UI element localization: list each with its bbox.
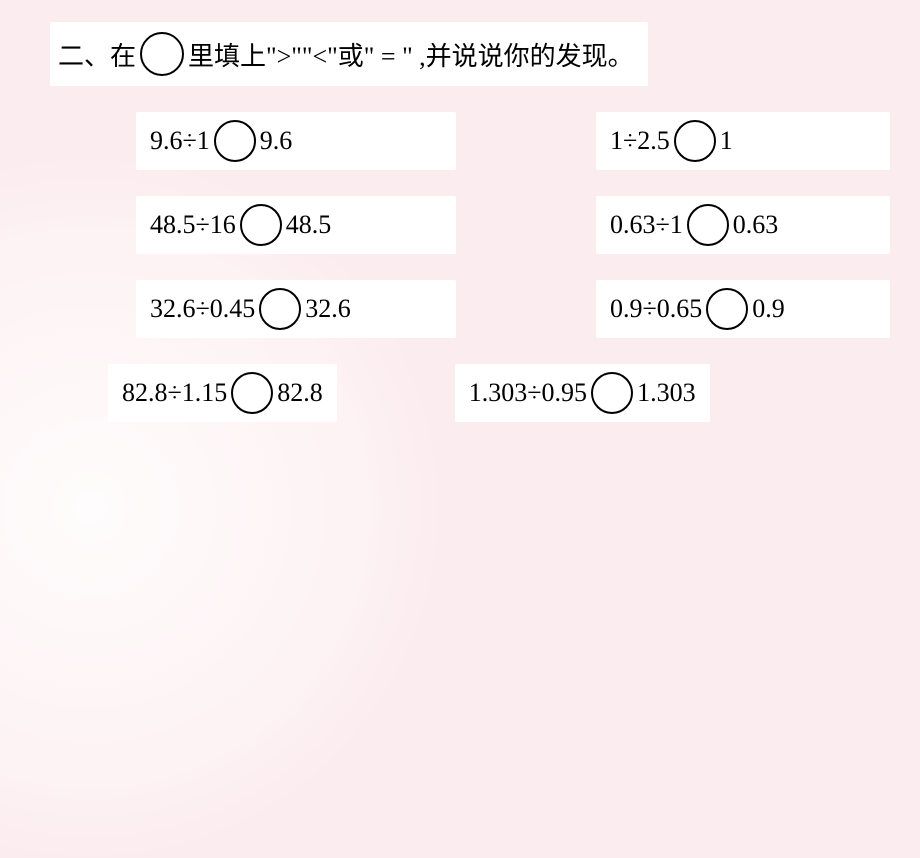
expression-lhs: 9.6÷1 — [150, 126, 210, 156]
expression-rhs: 0.9 — [752, 294, 785, 324]
expression-lhs: 0.63÷1 — [610, 210, 683, 240]
problems-grid: 9.6÷1 9.6 1÷2.5 1 48.5÷16 48.5 0.63÷1 0.… — [136, 112, 890, 338]
answer-blank-icon[interactable] — [674, 120, 716, 162]
expression-rhs: 0.63 — [733, 210, 779, 240]
answer-blank-icon[interactable] — [231, 372, 273, 414]
expression-rhs: 1 — [720, 126, 733, 156]
expression-lhs: 32.6÷0.45 — [150, 294, 255, 324]
problem-item: 32.6÷0.45 32.6 — [136, 280, 456, 338]
expression-lhs: 1.303÷0.95 — [469, 378, 587, 408]
expression-lhs: 82.8÷1.15 — [122, 378, 227, 408]
blank-circle-icon — [140, 32, 184, 76]
expression-rhs: 9.6 — [260, 126, 293, 156]
instruction-suffix: 里填上">""<"或" = " ,并说说你的发现。 — [188, 36, 634, 73]
problem-item: 0.63÷1 0.63 — [596, 196, 890, 254]
answer-blank-icon[interactable] — [214, 120, 256, 162]
problems-last-row: 82.8÷1.15 82.8 1.303÷0.95 1.303 — [108, 364, 890, 422]
expression-rhs: 48.5 — [286, 210, 332, 240]
instruction-card: 二、在 里填上">""<"或" = " ,并说说你的发现。 — [50, 22, 648, 86]
problem-item: 1.303÷0.95 1.303 — [455, 364, 710, 422]
answer-blank-icon[interactable] — [591, 372, 633, 414]
problem-item: 48.5÷16 48.5 — [136, 196, 456, 254]
expression-rhs: 1.303 — [637, 378, 696, 408]
problem-item: 1÷2.5 1 — [596, 112, 890, 170]
answer-blank-icon[interactable] — [240, 204, 282, 246]
problem-item: 9.6÷1 9.6 — [136, 112, 456, 170]
problem-item: 0.9÷0.65 0.9 — [596, 280, 890, 338]
worksheet-page: 二、在 里填上">""<"或" = " ,并说说你的发现。 9.6÷1 9.6 … — [0, 0, 920, 422]
instruction-prefix: 二、在 — [58, 36, 136, 73]
problem-item: 82.8÷1.15 82.8 — [108, 364, 337, 422]
expression-rhs: 82.8 — [277, 378, 323, 408]
expression-lhs: 0.9÷0.65 — [610, 294, 702, 324]
answer-blank-icon[interactable] — [259, 288, 301, 330]
answer-blank-icon[interactable] — [706, 288, 748, 330]
expression-lhs: 48.5÷16 — [150, 210, 236, 240]
expression-lhs: 1÷2.5 — [610, 126, 670, 156]
expression-rhs: 32.6 — [305, 294, 351, 324]
answer-blank-icon[interactable] — [687, 204, 729, 246]
